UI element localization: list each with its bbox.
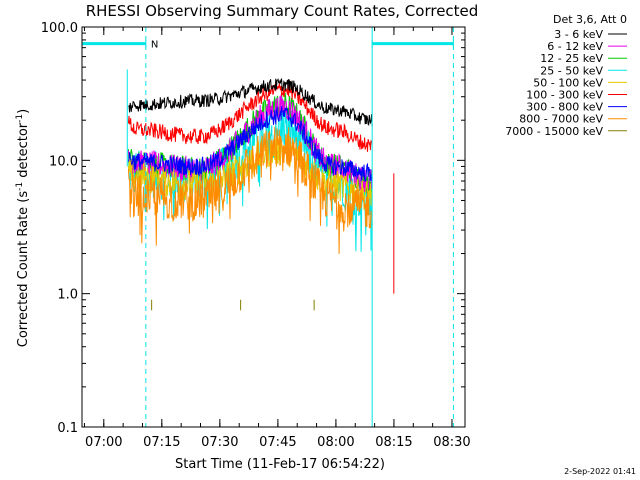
y-label-prefix: Corrected Count Rate (s <box>16 191 31 348</box>
legend-label-5: 100 - 300 keV <box>526 89 603 102</box>
series-curves <box>126 69 395 311</box>
x-axis-label: Start Time (11-Feb-17 06:54:22) <box>175 457 385 472</box>
y-axis: 0.1 1.0 10.0 100.0 <box>41 21 465 436</box>
y-label-mid: detector <box>16 122 31 182</box>
series-curve-5 <box>127 106 373 183</box>
legend-label-6: 300 - 800 keV <box>526 101 603 114</box>
series-curve-6 <box>127 83 373 152</box>
x-tick-label: 07:15 <box>143 435 180 450</box>
legend-label-0: 3 - 6 keV <box>554 28 603 41</box>
x-tick-label: 07:45 <box>259 435 296 450</box>
x-axis: 07:00 07:15 07:30 07:45 08:00 08:15 08:30 <box>83 27 471 450</box>
y-axis-label: Corrected Count Rate (s-1 detector-1) <box>15 109 31 347</box>
y-tick-label: 100.0 <box>41 21 78 36</box>
x-tick-label: 08:00 <box>317 435 354 450</box>
x-tick-label: 08:15 <box>375 435 412 450</box>
legend-label-3: 25 - 50 keV <box>540 64 603 77</box>
series-curve-7 <box>128 77 373 127</box>
y-label-sup1: -1 <box>15 182 25 191</box>
saa-label: N <box>151 40 158 51</box>
legend-label-4: 50 - 100 keV <box>533 76 603 89</box>
y-tick-label: 10.0 <box>49 154 78 169</box>
timestamp: 2-Sep-2022 01:41 <box>564 467 636 476</box>
y-label-sup2: -1 <box>15 114 25 123</box>
legend-label-2: 12 - 25 keV <box>540 52 603 65</box>
x-tick-label: 07:30 <box>201 435 238 450</box>
legend-label-1: 6 - 12 keV <box>547 40 603 53</box>
series-curve-4 <box>127 126 373 254</box>
legend-title: Det 3,6, Att 0 <box>553 13 627 26</box>
y-label-suffix: ) <box>16 109 31 114</box>
chart-title: RHESSI Observing Summary Count Rates, Co… <box>86 2 479 20</box>
y-tick-label: 0.1 <box>57 421 78 436</box>
legend-label-8: 7000 - 15000 keV <box>505 125 603 138</box>
legend-label-7: 800 - 7000 keV <box>519 113 603 126</box>
x-tick-label: 08:30 <box>433 435 470 450</box>
y-tick-label: 1.0 <box>57 288 78 303</box>
x-tick-label: 07:00 <box>85 435 122 450</box>
plot-frame <box>81 26 466 428</box>
